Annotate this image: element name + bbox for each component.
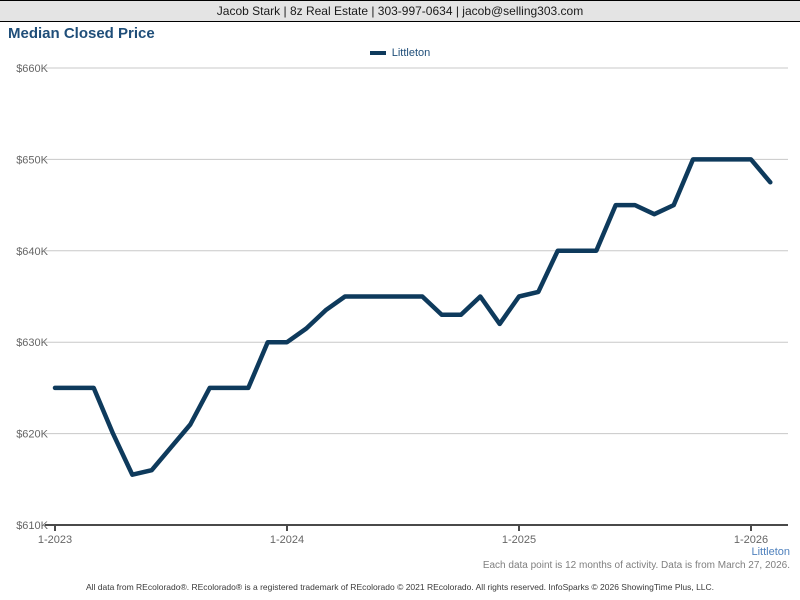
legend: Littleton — [0, 46, 800, 60]
y-axis-label: $610K — [16, 520, 48, 532]
page-title: Median Closed Price — [8, 25, 155, 42]
y-axis-label: $660K — [16, 63, 48, 75]
agent-header-bar: Jacob Stark | 8z Real Estate | 303-997-0… — [0, 0, 800, 22]
x-axis-label: 1-2026 — [734, 534, 768, 546]
x-axis-label: 1-2025 — [502, 534, 536, 546]
data-source-note: Each data point is 12 months of activity… — [482, 560, 790, 571]
legend-line-swatch — [369, 51, 386, 55]
series-line-littleton — [52, 157, 773, 477]
y-axis-label: $620K — [16, 429, 48, 441]
disclaimer-text: All data from REcolorado®. REcolorado® i… — [85, 582, 715, 592]
y-axis-label: $650K — [16, 154, 48, 166]
x-axis-label: 1-2023 — [38, 534, 72, 546]
agent-contact-text: Jacob Stark | 8z Real Estate | 303-997-0… — [216, 4, 584, 18]
region-label: Littleton — [751, 546, 790, 558]
y-axis-label: $640K — [16, 246, 48, 258]
x-axis-label: 1-2024 — [270, 534, 304, 546]
legend-label: Littleton — [391, 47, 431, 59]
y-axis-label: $630K — [16, 337, 48, 349]
